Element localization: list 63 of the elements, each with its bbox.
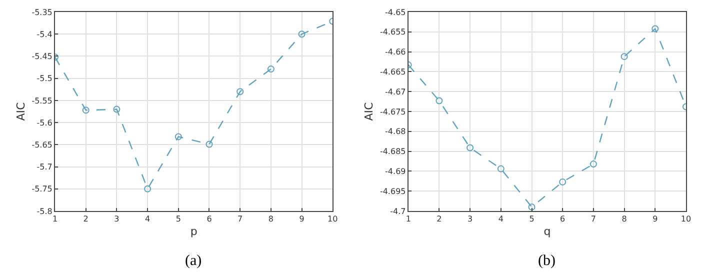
point	[466, 144, 474, 152]
x-tick-label: 9	[299, 214, 304, 224]
y-tick-label: -4.695	[380, 186, 406, 196]
point	[298, 30, 306, 38]
x-tick-label: 7	[590, 214, 596, 224]
x-tick-label: 3	[468, 214, 473, 224]
x-tick-label: 6	[560, 214, 566, 224]
y-tick-label: -4.675	[380, 107, 406, 116]
point	[559, 178, 566, 186]
x-tick-label: 1	[406, 214, 411, 224]
point	[82, 106, 90, 114]
x-tick-label: 8	[268, 214, 274, 224]
y-tick-label: -5.6	[36, 118, 52, 128]
y-tick-label: -5.35	[32, 8, 52, 17]
x-tick-label: 3	[114, 214, 120, 224]
x-tick-label: 7	[238, 214, 243, 224]
point	[528, 204, 536, 211]
point	[206, 140, 213, 148]
x-tick-label: 4	[145, 214, 150, 224]
y-tick-label: -4.655	[380, 28, 406, 37]
x-tick-label: 2	[436, 214, 442, 224]
y-tick-label: -4.65	[385, 8, 406, 17]
y-axis-title: AIC	[14, 102, 28, 121]
x-axis-title: p	[190, 224, 198, 238]
y-tick-label: -4.665	[380, 68, 406, 76]
point	[236, 88, 244, 96]
y-tick-label: -5.65	[32, 140, 52, 150]
y-tick-label: -5.8	[36, 206, 52, 216]
text: (a)	[185, 253, 202, 269]
y-tick-label: -5.4	[36, 30, 52, 39]
x-tick-label: 10	[328, 214, 338, 224]
x-axis-title: q	[544, 224, 551, 238]
point	[590, 160, 597, 168]
y-tick-label: -4.68	[385, 127, 406, 136]
x-tick-label: 8	[622, 214, 627, 224]
point	[436, 97, 443, 104]
y-tick-label: -5.5	[36, 74, 52, 84]
y-tick-label: -5.55	[32, 96, 52, 106]
point	[497, 165, 504, 172]
y-tick-label: -4.685	[380, 147, 406, 156]
y-tick-label: -5.75	[32, 184, 52, 194]
y-tick-label: -4.67	[385, 87, 406, 96]
y-tick-label: -4.7	[390, 206, 406, 216]
y-tick-label: -4.66	[385, 48, 406, 57]
point	[113, 106, 120, 113]
y-tick-label: -4.69	[385, 167, 406, 176]
y-tick-label: -5.45	[32, 52, 52, 62]
x-tick-label: 9	[652, 214, 658, 224]
x-tick-label: 6	[206, 214, 212, 224]
x-tick-label: 1	[52, 214, 58, 224]
x-tick-label: 5	[176, 214, 181, 224]
text: (b)	[538, 253, 556, 269]
point	[620, 53, 628, 60]
point	[144, 185, 152, 192]
point	[174, 133, 182, 140]
x-tick-label: 5	[529, 214, 534, 224]
y-axis-title: AIC	[362, 102, 376, 121]
point	[267, 66, 274, 73]
y-tick-label: -5.7	[36, 162, 52, 172]
x-tick-label: 2	[83, 214, 88, 224]
point	[652, 25, 659, 32]
x-tick-label: 4	[498, 214, 504, 224]
x-tick-label: 10	[680, 214, 692, 224]
